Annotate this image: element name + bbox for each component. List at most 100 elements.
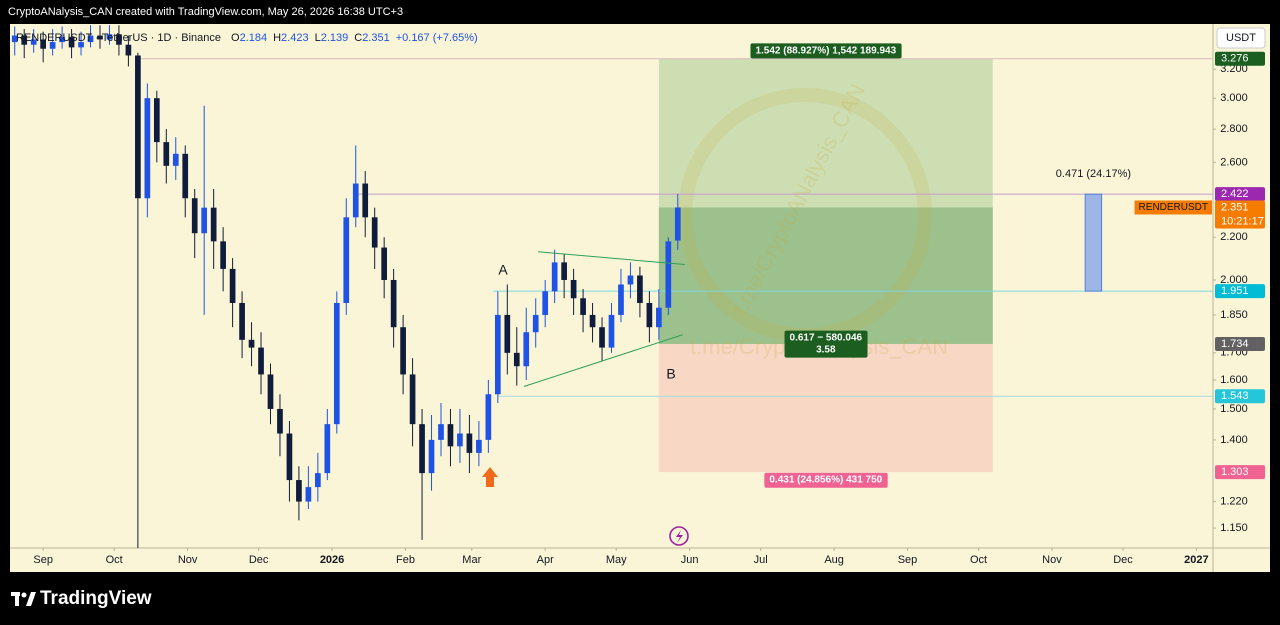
x-tick-label: Oct: [970, 554, 987, 566]
price-label-box: [1215, 187, 1265, 202]
measure-label: 0.471 (24.17%): [1056, 168, 1131, 180]
y-tick-label: 2.000: [1220, 274, 1248, 286]
candle-body: [324, 424, 331, 474]
lightning-bolt: [676, 530, 683, 543]
y-tick-label: 1.600: [1220, 374, 1248, 386]
price-label: 1.734: [1221, 338, 1249, 350]
price-label-box: [1215, 389, 1265, 404]
logo-shape: [15, 592, 19, 606]
plot: t.me/CryptoANalysis_CAN t.me/CryptoANaly…: [11, 25, 1213, 548]
candle-body: [362, 183, 369, 218]
x-tick-label: Aug: [824, 554, 844, 566]
candle-body: [153, 98, 160, 143]
logo-shape: [26, 592, 36, 606]
x-tick-label: Oct: [106, 554, 123, 566]
candle-body: [608, 314, 615, 348]
target-label-box: [750, 43, 902, 59]
legend-value: 2.423: [281, 32, 309, 44]
candle-body: [286, 433, 293, 481]
candle-body: [220, 241, 226, 269]
mid-label: 3.58: [816, 345, 836, 356]
logo-shape: [21, 592, 27, 598]
candle-body: [627, 275, 634, 285]
candle-body: [97, 35, 103, 40]
candle-body: [343, 217, 350, 303]
candle-body: [210, 207, 217, 242]
y-tick-label: 2.200: [1220, 231, 1248, 243]
candle-body: [248, 339, 255, 348]
candle-body: [59, 36, 65, 43]
candle-body: [116, 34, 122, 45]
x-tick-label: 2026: [320, 554, 344, 566]
candle-body: [646, 302, 653, 328]
candle-body: [656, 307, 662, 328]
arrow-icon: [482, 467, 498, 487]
header: CryptoANalysis_CAN created with TradingV…: [8, 6, 403, 18]
price-label: 3.276: [1221, 53, 1249, 65]
candle-body: [277, 408, 283, 434]
price-label: 1.951: [1221, 285, 1249, 297]
x-tick-label: Nov: [1042, 554, 1062, 566]
stop-label-box: [764, 472, 888, 488]
candle-body: [144, 98, 151, 199]
candle-body: [191, 198, 198, 234]
candle-body: [618, 284, 624, 315]
candle-body: [447, 424, 454, 447]
candle-body: [315, 473, 321, 488]
candle-body: [637, 275, 643, 303]
y-tick-label: 1.500: [1220, 403, 1248, 415]
x-tick-label: Apr: [537, 554, 554, 566]
stop-zone: [658, 343, 993, 473]
x-tick-label: Feb: [396, 554, 415, 566]
currency[interactable]: USDT: [1226, 32, 1256, 44]
x-tick-label: May: [606, 554, 627, 566]
y-tick-label: 1.150: [1220, 522, 1248, 534]
price-label: 1.543: [1221, 390, 1249, 402]
legend-change: +0.167 (+7.65%): [396, 32, 478, 44]
x-tick-label: Dec: [249, 554, 269, 566]
candle-body: [532, 314, 539, 333]
lightning-icon: [669, 526, 689, 546]
candle-body: [513, 352, 520, 367]
trendline: [523, 334, 683, 387]
candle-body: [390, 279, 397, 328]
countdown: 10:21:17: [1221, 215, 1264, 227]
candle-body: [87, 35, 94, 43]
price-label-box: [1215, 336, 1265, 351]
candle-body: [135, 55, 141, 199]
candle-body: [674, 207, 681, 241]
candle-body: [476, 439, 482, 453]
candle-body: [419, 424, 425, 474]
price-label: 2.351: [1221, 201, 1249, 213]
footer-logo-text: TradingView: [40, 588, 152, 609]
ticker-label: RENDERUSDT: [1139, 202, 1208, 213]
candle-body: [665, 241, 672, 308]
x-tick-label: Nov: [178, 554, 198, 566]
candle-body: [229, 268, 236, 303]
candle-body: [49, 42, 56, 49]
x-tick-label: Jun: [681, 554, 699, 566]
candle-body: [457, 433, 463, 447]
candle-body: [239, 302, 245, 340]
x-tick-label: Dec: [1113, 554, 1133, 566]
legend-key: C: [354, 32, 362, 44]
candle-body: [78, 42, 84, 48]
candle-body: [371, 217, 378, 248]
legend-key: H: [273, 32, 281, 44]
price-label-box: [1215, 284, 1265, 299]
candle-body: [21, 35, 28, 45]
candle-body: [409, 374, 416, 425]
price-label-box: [1215, 200, 1265, 229]
candle-body: [267, 374, 274, 409]
currency-box[interactable]: [1216, 27, 1266, 49]
candle-body: [551, 262, 558, 292]
candle-body: [580, 298, 586, 315]
price-label: 1.303: [1221, 466, 1249, 478]
candle-body: [352, 183, 359, 218]
candle-body: [305, 487, 312, 502]
open-profit-zone: [658, 207, 993, 344]
candle-body: [333, 302, 340, 425]
target-label: 1.542 (88.927%) 1,542 189.943: [755, 45, 896, 56]
y-tick-label: 3.200: [1220, 63, 1248, 75]
